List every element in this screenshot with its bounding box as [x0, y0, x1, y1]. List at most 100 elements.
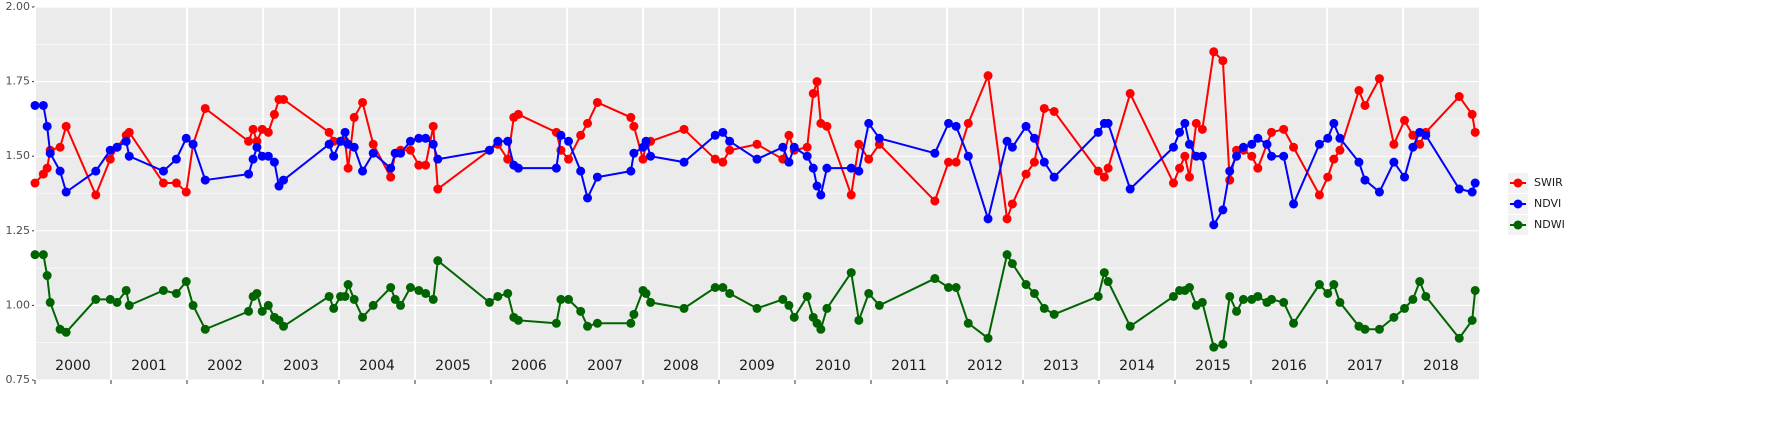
legend-point — [1513, 178, 1523, 188]
data-point — [1007, 199, 1017, 209]
data-point — [181, 277, 191, 287]
data-point — [854, 166, 864, 176]
data-point — [396, 148, 406, 158]
data-point — [1238, 142, 1248, 152]
x-tick-label: 2000 — [55, 358, 91, 374]
data-point — [1029, 288, 1039, 298]
data-point — [368, 139, 378, 149]
data-point — [576, 306, 586, 316]
data-point — [279, 95, 289, 105]
data-point — [864, 118, 874, 128]
data-point — [679, 157, 689, 167]
data-point — [1029, 157, 1039, 167]
data-point — [1289, 199, 1299, 209]
data-point — [983, 333, 993, 343]
data-point — [864, 288, 874, 298]
data-point — [930, 148, 940, 158]
data-point — [1335, 133, 1345, 143]
data-point — [646, 151, 656, 161]
data-point — [105, 154, 115, 164]
data-point — [1209, 220, 1219, 230]
data-point — [710, 130, 720, 140]
data-point — [181, 187, 191, 197]
data-point — [1180, 118, 1190, 128]
data-point — [279, 321, 289, 331]
data-point — [963, 318, 973, 328]
data-point — [42, 121, 52, 131]
data-point — [1103, 163, 1113, 173]
data-point — [1021, 280, 1031, 290]
data-point — [1415, 277, 1425, 287]
data-point — [200, 103, 210, 113]
data-point — [1267, 294, 1277, 304]
data-point — [710, 154, 720, 164]
data-point — [1247, 151, 1257, 161]
data-point — [1225, 291, 1235, 301]
data-point — [324, 127, 334, 137]
data-point — [42, 163, 52, 173]
data-point — [679, 124, 689, 134]
data-point — [414, 285, 424, 295]
data-point — [386, 163, 396, 173]
data-point — [1184, 139, 1194, 149]
data-point — [1470, 178, 1480, 188]
legend-point — [1513, 220, 1523, 230]
data-point — [789, 312, 799, 322]
data-point — [386, 282, 396, 292]
data-point — [421, 133, 431, 143]
y-tick-label: 0.75 — [6, 373, 31, 386]
data-point — [846, 268, 856, 278]
data-point — [263, 127, 273, 137]
data-point — [1232, 151, 1242, 161]
data-point — [1374, 324, 1384, 334]
data-point — [349, 142, 359, 152]
data-point — [1225, 175, 1235, 185]
data-point — [812, 181, 822, 191]
data-point — [248, 124, 258, 134]
y-tick-label: 2.00 — [6, 0, 31, 13]
data-point — [983, 71, 993, 81]
data-point — [1323, 133, 1333, 143]
data-point — [951, 121, 961, 131]
data-point — [1002, 250, 1012, 260]
data-point — [1354, 157, 1364, 167]
data-point — [1197, 297, 1207, 307]
data-point — [1467, 109, 1477, 119]
data-point — [1125, 184, 1135, 194]
data-point — [1329, 154, 1339, 164]
data-point — [641, 136, 651, 146]
data-point — [30, 250, 40, 260]
data-point — [171, 178, 181, 188]
data-point — [1039, 303, 1049, 313]
data-point — [1279, 297, 1289, 307]
data-point — [710, 282, 720, 292]
data-point — [854, 315, 864, 325]
data-point — [1267, 127, 1277, 137]
data-point — [1335, 145, 1345, 155]
data-point — [808, 89, 818, 99]
data-point — [1389, 157, 1399, 167]
data-point — [951, 282, 961, 292]
x-tick-label: 2016 — [1271, 358, 1307, 374]
data-point — [158, 178, 168, 188]
data-point — [329, 303, 339, 313]
x-tick-label: 2014 — [1119, 358, 1155, 374]
data-point — [1314, 190, 1324, 200]
data-point — [592, 97, 602, 107]
data-point — [951, 157, 961, 167]
data-point — [269, 109, 279, 119]
data-point — [200, 175, 210, 185]
data-point — [718, 282, 728, 292]
data-point — [105, 145, 115, 155]
data-point — [1021, 169, 1031, 179]
data-point — [45, 297, 55, 307]
data-point — [1323, 172, 1333, 182]
data-point — [343, 280, 353, 290]
data-point — [513, 315, 523, 325]
data-point — [725, 136, 735, 146]
data-point — [629, 309, 639, 319]
data-point — [38, 250, 48, 260]
data-point — [263, 300, 273, 310]
data-point — [1232, 306, 1242, 316]
data-point — [1125, 89, 1135, 99]
